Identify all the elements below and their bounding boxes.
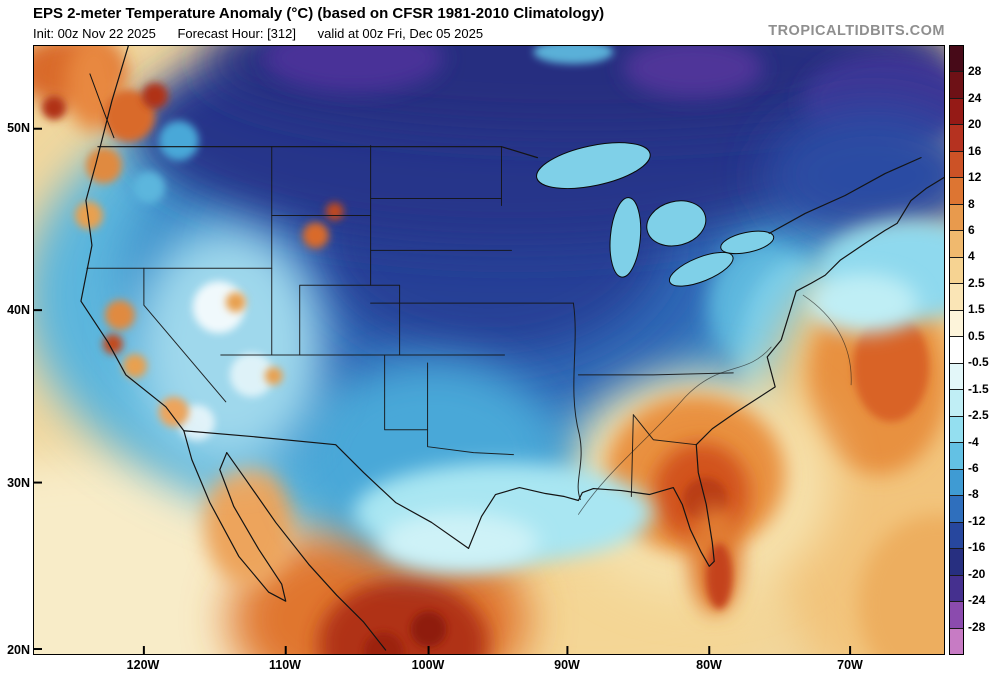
colorbar-segment [950, 46, 963, 73]
anomaly-map [33, 45, 945, 655]
colorbar-segment [950, 628, 963, 655]
forecast-hour-label: Forecast Hour: [312] [177, 26, 296, 41]
colorbar-label: 12 [968, 170, 982, 185]
colorbar-segment [950, 602, 963, 629]
colorbar-segment [950, 151, 963, 179]
colorbar-label: -28 [968, 619, 986, 634]
colorbar-segment [950, 363, 963, 391]
anomaly-map-svg [34, 46, 944, 654]
colorbar-segment [950, 72, 963, 99]
colorbar-label: 4 [968, 249, 975, 264]
axis-ticks [34, 127, 852, 654]
colorbar-label: -4 [968, 434, 979, 449]
colorbar-label: -0.5 [968, 355, 989, 370]
colorbar-label: -16 [968, 540, 986, 555]
colorbar-segment [950, 98, 963, 126]
lon-label-90w: 90W [554, 658, 580, 672]
colorbar-segment [950, 390, 963, 417]
site-watermark: TROPICALTIDBITS.COM [768, 23, 945, 39]
colorbar-segment [950, 522, 963, 550]
colorbar-segment [950, 231, 963, 258]
valid-time-label: valid at 00z Fri, Dec 05 2025 [317, 26, 484, 41]
colorbar-segment [950, 257, 963, 285]
lon-label-100w: 100W [411, 658, 445, 672]
colorbar-segment [950, 549, 963, 576]
geo-borders [80, 46, 944, 651]
lat-label-30n: 30N [7, 476, 30, 490]
colorbar-segment [950, 496, 963, 523]
lat-label-50n: 50N [7, 121, 30, 135]
colorbar-segments [949, 45, 964, 655]
great-lakes [536, 142, 775, 287]
init-time-label: Init: 00z Nov 22 2025 [33, 26, 156, 41]
anomaly-shading [34, 46, 944, 654]
colorbar-label: -2.5 [968, 408, 989, 423]
forecast-info-line: Init: 00z Nov 22 2025 Forecast Hour: [31… [33, 26, 501, 41]
colorbar-segment [950, 178, 963, 205]
colorbar-segment [950, 125, 963, 152]
colorbar-label: 8 [968, 196, 975, 211]
colorbar-segment [950, 469, 963, 497]
colorbar-label: -6 [968, 460, 979, 475]
colorbar-segment [950, 310, 963, 338]
lon-label-110w: 110W [269, 658, 301, 672]
colorbar-label: 1.5 [968, 302, 985, 317]
colorbar-segment [950, 204, 963, 232]
lat-label-20n: 20N [7, 643, 30, 657]
lon-label-120w: 120W [126, 658, 160, 672]
lat-label-40n: 40N [7, 303, 30, 317]
colorbar-segment [950, 443, 963, 470]
colorbar-label: 24 [968, 90, 982, 105]
colorbar-label: -8 [968, 487, 979, 502]
colorbar-label: -20 [968, 566, 986, 581]
colorbar-label: 6 [968, 223, 975, 238]
colorbar-label: 0.5 [968, 328, 985, 343]
colorbar-label: -1.5 [968, 381, 989, 396]
colorbar-label: 2.5 [968, 275, 985, 290]
lon-label-80w: 80W [696, 658, 722, 672]
colorbar-segment [950, 575, 963, 603]
colorbar-segment [950, 337, 963, 364]
lon-label-70w: 70W [837, 658, 863, 672]
colorbar-segment [950, 416, 963, 444]
colorbar-segment [950, 284, 963, 311]
colorbar-label: -12 [968, 513, 986, 528]
colorbar-label: -24 [968, 593, 986, 608]
colorbar-label: 16 [968, 143, 982, 158]
colorbar-labels: 28 24 20 16 12 8 6 4 2.5 1.5 0.5 -0.5 -1.5 -2.5 -4 -6 -8… [968, 45, 998, 655]
colorbar-label: 28 [968, 64, 982, 79]
colorbar-label: 20 [968, 117, 982, 132]
page-title: EPS 2-meter Temperature Anomaly (°C) (ba… [33, 5, 605, 22]
